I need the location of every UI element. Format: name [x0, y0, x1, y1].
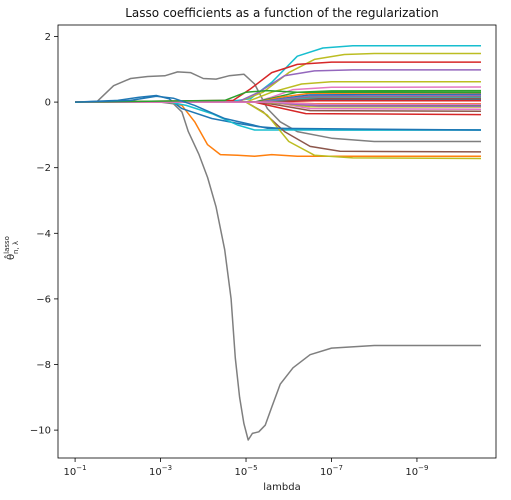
y-tick-label: −6 — [36, 294, 51, 305]
y-axis-label-sub: n, λ — [12, 241, 20, 254]
y-axis-label-sup: lasso — [3, 236, 11, 254]
series-line-30 — [75, 101, 481, 106]
x-tick-label: 10−5 — [234, 464, 257, 478]
x-axis-label: lambda — [263, 482, 300, 493]
y-tick-label: 2 — [45, 32, 51, 43]
chart-title: Lasso coefficients as a function of the … — [125, 6, 439, 20]
x-tick-label: 10−9 — [405, 464, 428, 478]
y-tick-label: −4 — [36, 229, 51, 240]
plot-frame — [57, 24, 497, 459]
y-axis-label-base: θ̂ — [3, 254, 17, 260]
series-line-31 — [75, 89, 481, 103]
series-line-1 — [75, 71, 481, 143]
series-line-8 — [75, 61, 481, 103]
series-line-2 — [75, 101, 481, 441]
x-tick-label: 10−7 — [320, 464, 343, 478]
x-tick-label: 10−3 — [149, 464, 172, 478]
svg-text:θ̂lasson, λ: θ̂lasson, λ — [3, 236, 20, 260]
y-ticks: 2 0 −2 −4 −6 −8 −10 — [30, 32, 58, 437]
y-tick-label: 0 — [45, 98, 51, 109]
y-tick-label: −2 — [36, 163, 51, 174]
x-ticks: 10−1 10−3 10−5 10−7 10−9 — [64, 458, 428, 478]
x-tick-label: 10−1 — [64, 464, 87, 478]
series-layer — [75, 44, 482, 441]
y-axis-label: θ̂lasson, λ — [3, 236, 20, 260]
y-tick-label: −10 — [30, 426, 51, 437]
y-tick-label: −8 — [36, 360, 51, 371]
series-line-32 — [75, 95, 482, 131]
